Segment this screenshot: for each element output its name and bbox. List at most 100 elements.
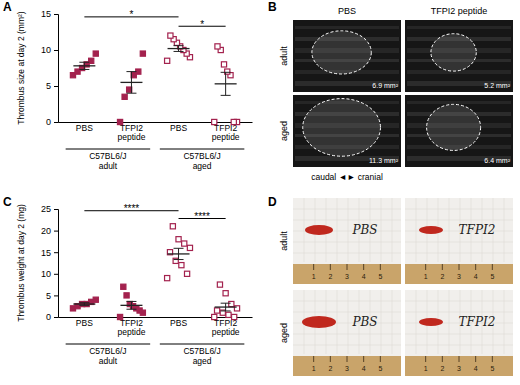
y-tick-mark [54, 86, 58, 87]
y-axis-title: Thrombus size at day 2 (mm²) [16, 11, 26, 125]
panel-letter: A [3, 0, 12, 14]
y-tick-mark [54, 317, 58, 318]
y-tick-label: 15 [41, 248, 51, 258]
y-tick-label: 0 [46, 117, 51, 127]
column-header: PBS [338, 6, 356, 16]
y-tick: 10 [41, 269, 58, 279]
data-point [124, 293, 129, 298]
x-axis: PBSTFPI2peptidePBSTFPI2peptide [59, 318, 253, 338]
area-label: 11.3 mm² [369, 157, 399, 164]
paper-grid [449, 198, 450, 262]
error-bar-cap [221, 95, 231, 96]
ultrasound-image: 5.2 mm² [405, 20, 513, 92]
panel-letter: B [268, 0, 277, 14]
ruler-tick [459, 264, 460, 270]
paper-grid [381, 290, 382, 354]
ruler-tick [425, 356, 426, 362]
data-point [226, 312, 231, 317]
image-background [293, 95, 401, 167]
significance-label: **** [194, 211, 210, 222]
group-label: adult [99, 161, 118, 171]
paper-grid [416, 198, 417, 262]
ruler [293, 264, 401, 284]
ruler-tick [475, 264, 476, 270]
ruler-label: 5 [378, 273, 382, 280]
column-header: TFPI2 peptide [431, 6, 488, 16]
data-point [176, 237, 181, 242]
y-tick-label: 25 [41, 204, 51, 214]
paper-grid [293, 312, 401, 313]
paper-grid [304, 198, 305, 262]
error-bar [126, 72, 136, 94]
x-tick: TFPI2peptide [118, 318, 146, 337]
ruler-label: 2 [328, 273, 332, 280]
paper-grid [405, 220, 513, 221]
ruler-label: 4 [362, 273, 366, 280]
ruler-tick [313, 264, 314, 270]
ruler-label: 1 [312, 365, 316, 372]
data-point [232, 314, 237, 319]
data-point [215, 44, 220, 49]
group-line [160, 149, 245, 150]
error-bar-cap [221, 310, 231, 311]
data-point [93, 51, 98, 56]
panel-letter: D [268, 195, 277, 209]
ruler-label: 4 [362, 365, 366, 372]
data-point [179, 263, 184, 268]
error-bar-cap [174, 45, 184, 46]
y-tick: 15 [41, 248, 58, 258]
data-point [187, 245, 192, 250]
y-tick-label: 5 [46, 81, 51, 91]
paper-grid [293, 301, 401, 302]
ruler-tick [347, 264, 348, 270]
panel-1: C0510152025PBSTFPI2peptidePBSTFPI2peptid… [3, 195, 253, 366]
data-point [89, 58, 94, 63]
ruler-tick [330, 356, 331, 362]
photo-background [293, 290, 401, 376]
y-tick-mark [54, 295, 58, 296]
group-line [160, 344, 245, 345]
x-tick-label: PBS [170, 123, 187, 133]
y-tick-label: 20 [41, 226, 51, 236]
error-bar-stem [225, 303, 226, 311]
paper-grid [293, 334, 401, 335]
marks [70, 211, 239, 320]
ruler-tick [459, 356, 460, 362]
data-point [221, 62, 226, 67]
error-bar [79, 303, 89, 306]
ruler-tick [363, 356, 364, 362]
mean-line [73, 303, 95, 304]
ruler-tick [330, 264, 331, 270]
handwritten-label: PBS [351, 315, 377, 329]
data-point [165, 58, 170, 63]
error-bar-cap [126, 309, 136, 310]
y-tick-label: 10 [41, 45, 51, 55]
thrombus [419, 318, 443, 326]
ruler-label: 5 [490, 365, 494, 372]
ruler-tick [363, 264, 364, 270]
ruler-tick [380, 356, 381, 362]
ruler-tick [313, 356, 314, 362]
x-tick-label: TFPI2peptide [118, 318, 146, 337]
ultrasound-image: 6.4 mm² [405, 95, 513, 167]
ruler-label: 3 [345, 273, 349, 280]
y-axis: 0510152025 [41, 204, 59, 322]
paper-grid [348, 198, 349, 262]
data-point [168, 33, 173, 38]
data-point [170, 224, 175, 229]
data-point [140, 51, 145, 56]
row-label: adult [279, 46, 289, 66]
x-tick: PBS [170, 123, 187, 133]
group-label: aged [193, 161, 212, 171]
data-point [93, 297, 98, 302]
paper-grid [405, 209, 513, 210]
image-background [405, 20, 513, 92]
paper-grid [293, 345, 401, 346]
data-point [117, 314, 122, 319]
photo: PBS12345 [293, 198, 401, 284]
photo-background [405, 290, 513, 376]
ruler [405, 264, 513, 284]
error-bar [174, 248, 184, 259]
data-point [217, 282, 222, 287]
error-bar-stem [84, 62, 85, 69]
